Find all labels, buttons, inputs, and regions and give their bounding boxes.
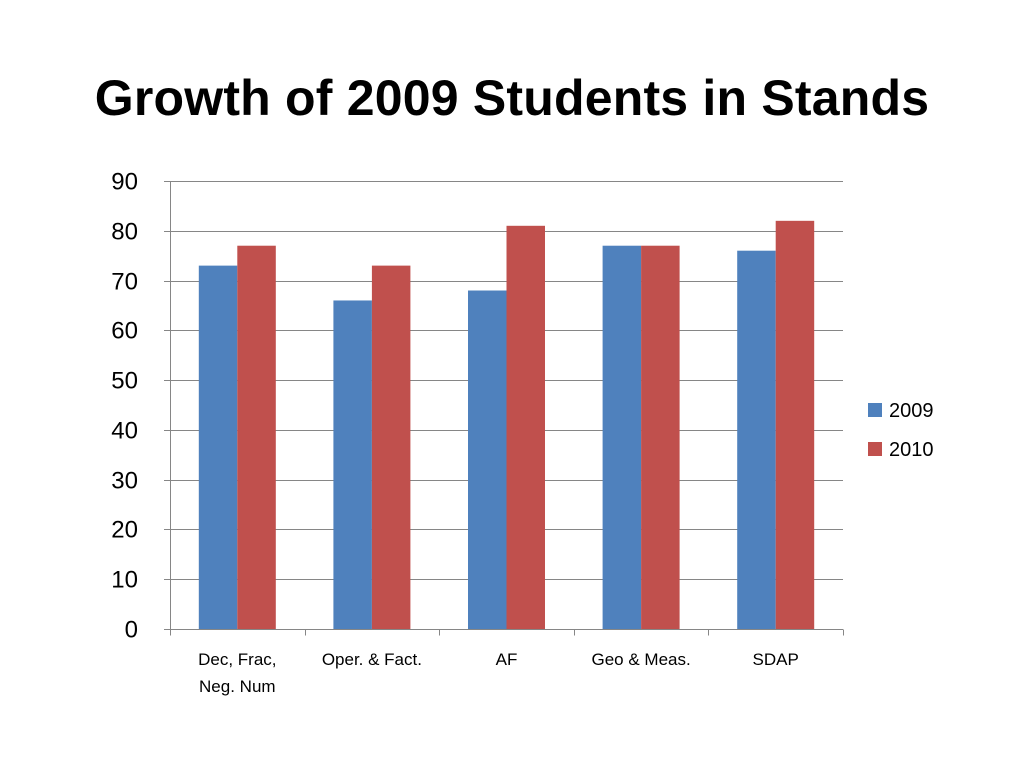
bar-2010 (506, 225, 545, 630)
x-category-label: AF (496, 650, 518, 669)
y-tick-label: 70 (111, 269, 138, 296)
bars (198, 220, 815, 630)
bar-2009 (333, 300, 372, 629)
y-tick-label: 90 (111, 169, 138, 196)
y-tick-label: 10 (111, 567, 138, 594)
y-tick-label: 20 (111, 517, 138, 544)
y-tick-label: 80 (111, 219, 138, 246)
y-tick-label: 30 (111, 468, 138, 495)
bar-2010 (641, 245, 680, 629)
legend-swatch-2010 (868, 442, 882, 456)
bar-2009 (602, 245, 642, 629)
y-tick-label: 60 (111, 318, 138, 345)
x-category-label: Geo & Meas. (591, 650, 690, 669)
y-tick-label: 0 (125, 617, 138, 644)
legend-label-2010: 2010 (889, 439, 934, 461)
x-category-label: SDAP (753, 650, 799, 669)
bar-2010 (237, 245, 276, 629)
y-tick-label: 50 (111, 368, 138, 395)
y-tick-label: 40 (111, 418, 138, 445)
x-category-label: Dec, Frac, (198, 650, 276, 669)
slide-title: Growth of 2009 Students in Stands (94, 70, 930, 126)
x-category-label: Neg. Num (199, 677, 276, 696)
legend-label-2009: 2009 (889, 400, 934, 422)
axis-labels: 0 10 20 30 40 50 60 70 80 90 Dec, Frac, Neg. Num Ope… (111, 169, 799, 697)
bar-2010 (775, 220, 815, 630)
bar-2009 (468, 290, 507, 629)
bar-2009 (198, 265, 238, 629)
bar-2010 (371, 265, 411, 629)
legend: 2009 2010 (868, 400, 934, 461)
bar-2009 (737, 250, 776, 629)
legend-swatch-2009 (868, 403, 882, 417)
axes (164, 181, 844, 636)
x-category-label: Oper. & Fact. (322, 650, 422, 669)
